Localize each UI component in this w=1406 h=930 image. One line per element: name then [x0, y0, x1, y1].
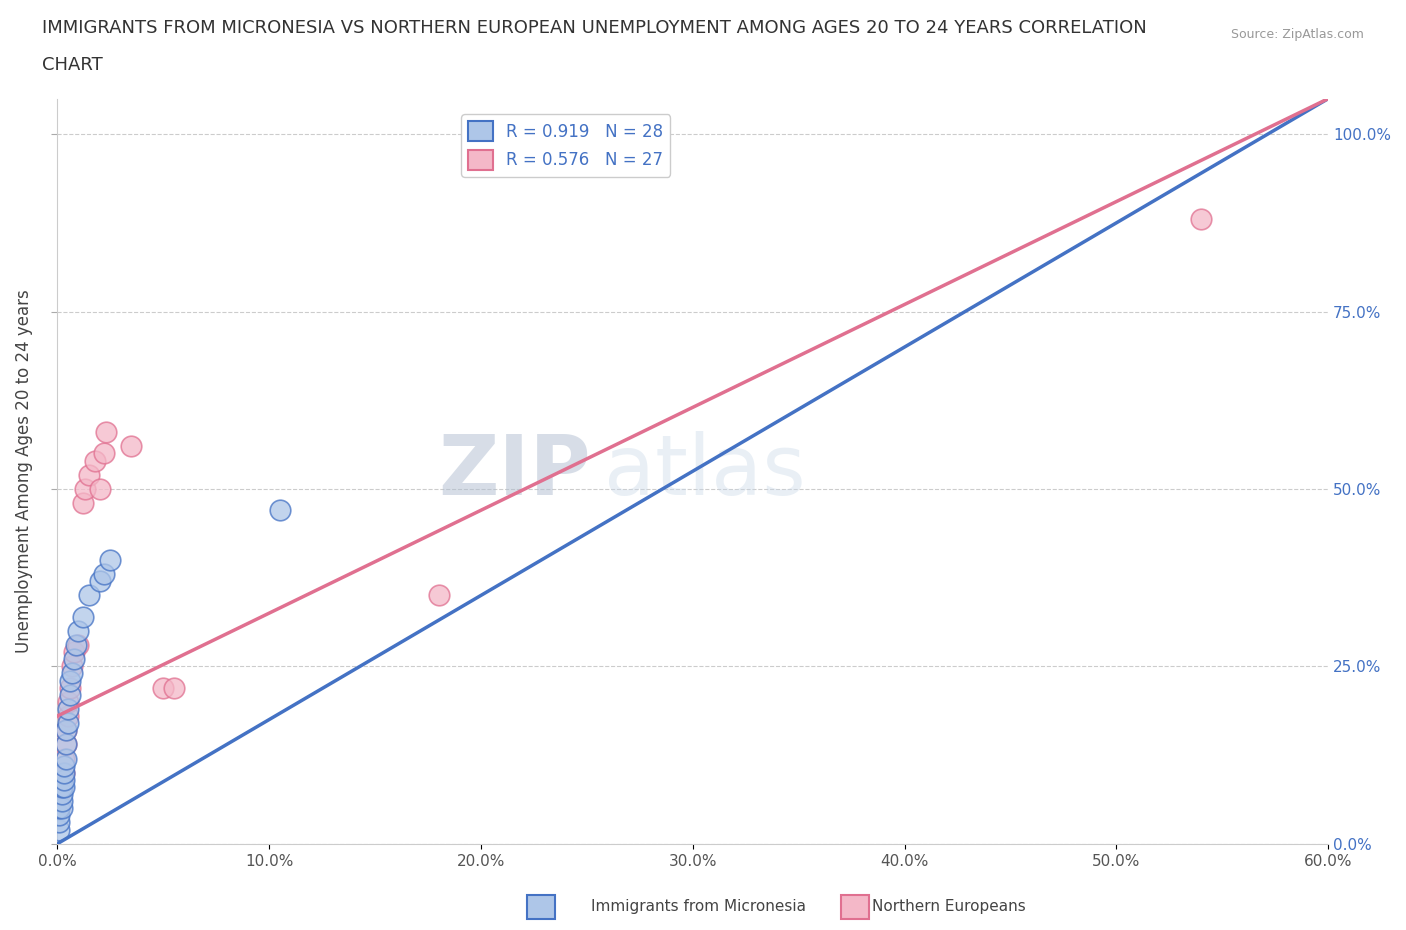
Point: [48, 808, 70, 823]
Text: Northern Europeans: Northern Europeans: [872, 899, 1025, 914]
Legend: R = 0.919   N = 28, R = 0.576   N = 27: R = 0.919 N = 28, R = 0.576 N = 27: [461, 114, 671, 177]
Point: [67, 638, 90, 653]
Point: [51, 794, 73, 809]
Point: [56, 701, 79, 716]
Point: [59, 673, 82, 688]
Point: [59, 680, 82, 695]
Point: [55, 737, 77, 751]
Point: [51, 779, 73, 794]
Point: [63, 652, 86, 667]
Point: [65, 638, 87, 653]
Point: [89, 482, 111, 497]
Text: CHART: CHART: [42, 56, 103, 73]
Point: [72, 609, 94, 624]
Text: atlas: atlas: [603, 431, 806, 512]
Point: [56, 716, 79, 731]
Text: ZIP: ZIP: [439, 431, 591, 512]
Point: [60, 659, 83, 674]
Point: [73, 482, 96, 497]
Point: [51, 801, 73, 816]
Point: [55, 723, 77, 737]
Point: [52, 751, 75, 766]
Point: [67, 623, 90, 638]
Point: [48, 822, 70, 837]
Point: [52, 765, 75, 780]
Text: Immigrants from Micronesia: Immigrants from Micronesia: [591, 899, 806, 914]
Point: [55, 737, 77, 751]
Point: [48, 787, 70, 802]
Point: [59, 687, 82, 702]
Point: [55, 723, 77, 737]
Point: [56, 709, 79, 724]
Text: IMMIGRANTS FROM MICRONESIA VS NORTHERN EUROPEAN UNEMPLOYMENT AMONG AGES 20 TO 24: IMMIGRANTS FROM MICRONESIA VS NORTHERN E…: [42, 19, 1147, 36]
Point: [1189, 212, 1212, 227]
Point: [269, 503, 291, 518]
Point: [63, 644, 86, 659]
Point: [51, 787, 73, 802]
Point: [120, 439, 142, 454]
Point: [93, 566, 115, 581]
Point: [52, 779, 75, 794]
Point: [52, 758, 75, 773]
Point: [56, 695, 79, 710]
Point: [89, 574, 111, 589]
Point: [60, 666, 83, 681]
Point: [48, 801, 70, 816]
Point: [163, 680, 186, 695]
Point: [84, 453, 107, 468]
Point: [98, 552, 121, 567]
Point: [77, 468, 100, 483]
Point: [77, 588, 100, 603]
Point: [152, 680, 174, 695]
Point: [52, 773, 75, 788]
Point: [427, 588, 450, 603]
Point: [48, 815, 70, 830]
Point: [51, 773, 73, 788]
Point: [52, 765, 75, 780]
Point: [48, 801, 70, 816]
Point: [55, 751, 77, 766]
Point: [93, 446, 115, 461]
Point: [51, 765, 73, 780]
Text: Source: ZipAtlas.com: Source: ZipAtlas.com: [1230, 28, 1364, 41]
Point: [72, 496, 94, 511]
Y-axis label: Unemployment Among Ages 20 to 24 years: Unemployment Among Ages 20 to 24 years: [15, 289, 32, 653]
Point: [94, 425, 117, 440]
Point: [48, 779, 70, 794]
